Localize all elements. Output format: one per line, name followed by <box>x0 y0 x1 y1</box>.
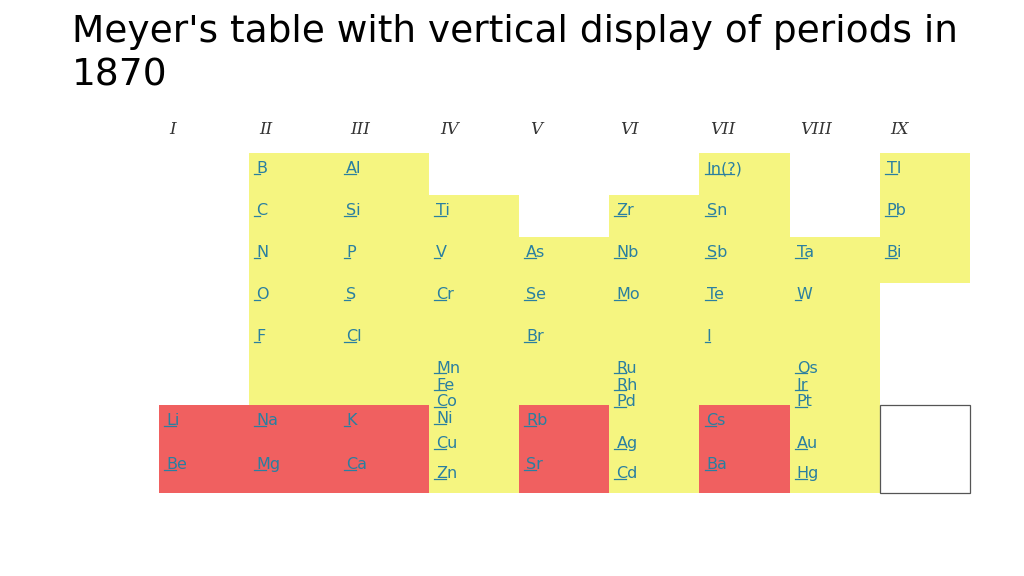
Bar <box>159 405 429 493</box>
Text: V: V <box>530 121 542 138</box>
Text: Ir: Ir <box>797 378 808 393</box>
Bar <box>880 153 970 283</box>
Text: VII: VII <box>711 121 735 138</box>
Text: I: I <box>170 121 176 138</box>
Text: IV: IV <box>440 121 459 138</box>
Text: VI: VI <box>621 121 639 138</box>
Text: Cr: Cr <box>436 287 454 302</box>
Text: Si: Si <box>346 203 360 218</box>
Text: Cl: Cl <box>346 329 361 344</box>
Text: Al: Al <box>346 161 361 176</box>
Text: II: II <box>260 121 272 138</box>
Text: Br: Br <box>526 329 544 344</box>
Text: W: W <box>797 287 813 302</box>
Text: Mo: Mo <box>616 287 640 302</box>
Text: Ag: Ag <box>616 437 638 452</box>
Text: Te: Te <box>707 287 724 302</box>
Text: Bi: Bi <box>887 245 902 260</box>
Text: III: III <box>350 121 370 138</box>
Text: Cs: Cs <box>707 414 726 429</box>
Bar <box>519 237 609 405</box>
Bar <box>880 405 970 493</box>
Text: Co: Co <box>436 395 457 410</box>
Text: Pb: Pb <box>887 203 906 218</box>
Text: Rh: Rh <box>616 378 638 393</box>
Text: Pt: Pt <box>797 395 813 410</box>
Text: Ni: Ni <box>436 411 453 426</box>
Text: Au: Au <box>797 437 818 452</box>
Text: Ti: Ti <box>436 203 451 218</box>
Bar <box>249 153 429 405</box>
Text: Hg: Hg <box>797 466 819 481</box>
Text: Sr: Sr <box>526 457 543 472</box>
Bar <box>699 153 790 493</box>
Text: Tl: Tl <box>887 161 901 176</box>
Text: Ru: Ru <box>616 361 637 376</box>
Text: Mg: Mg <box>256 457 281 472</box>
Text: As: As <box>526 245 546 260</box>
Text: Fe: Fe <box>436 378 455 393</box>
Text: K: K <box>346 414 356 429</box>
Text: Rb: Rb <box>526 414 548 429</box>
Text: Zr: Zr <box>616 203 634 218</box>
Text: Ba: Ba <box>707 457 727 472</box>
Text: Li: Li <box>166 414 179 429</box>
Text: C: C <box>256 203 267 218</box>
Text: Pd: Pd <box>616 395 636 410</box>
Bar <box>790 237 880 493</box>
Text: VIII: VIII <box>801 121 833 138</box>
Text: Cu: Cu <box>436 437 458 452</box>
Text: S: S <box>346 287 356 302</box>
Text: IX: IX <box>891 121 909 138</box>
Text: P: P <box>346 245 355 260</box>
Text: Cd: Cd <box>616 466 638 481</box>
Text: Nb: Nb <box>616 245 639 260</box>
Text: Ca: Ca <box>346 457 368 472</box>
Bar <box>429 195 519 493</box>
Text: F: F <box>256 329 265 344</box>
Bar <box>609 195 699 493</box>
Text: Sb: Sb <box>707 245 727 260</box>
Text: In(?): In(?) <box>707 161 742 176</box>
Bar <box>699 405 790 493</box>
Text: Na: Na <box>256 414 278 429</box>
Text: Os: Os <box>797 361 817 376</box>
Text: O: O <box>256 287 268 302</box>
Text: B: B <box>256 161 267 176</box>
Text: Ta: Ta <box>797 245 814 260</box>
Bar <box>519 405 609 493</box>
Text: I: I <box>707 329 712 344</box>
Text: Zn: Zn <box>436 466 458 481</box>
Text: Se: Se <box>526 287 547 302</box>
Text: Be: Be <box>166 457 186 472</box>
Text: V: V <box>436 245 447 260</box>
Text: Meyer's table with vertical display of periods in
1870: Meyer's table with vertical display of p… <box>72 14 957 93</box>
Text: N: N <box>256 245 268 260</box>
Text: Mn: Mn <box>436 361 461 376</box>
Text: Sn: Sn <box>707 203 727 218</box>
